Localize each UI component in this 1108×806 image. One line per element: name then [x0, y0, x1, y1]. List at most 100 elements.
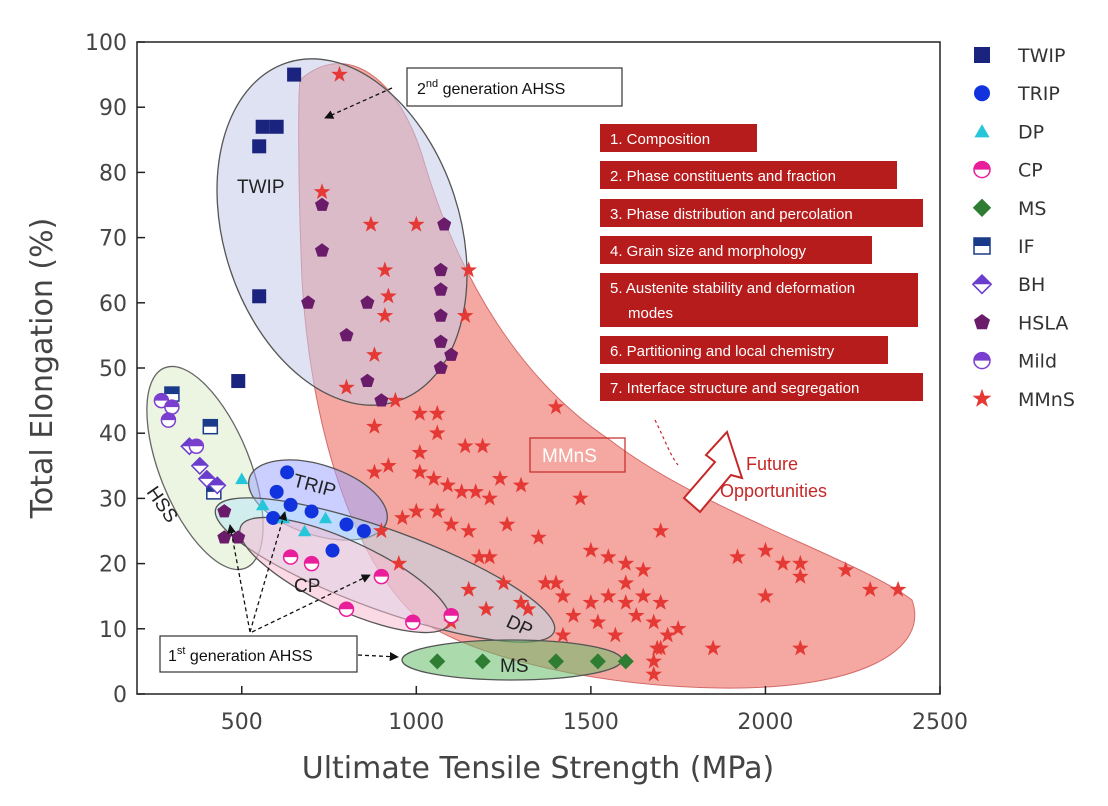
- point-hsla-0: [315, 197, 329, 211]
- future-label-line-2: Opportunities: [720, 481, 827, 501]
- point-hsla-6: [374, 393, 389, 407]
- point-twip-3: [252, 139, 267, 154]
- point-mmns-37: [498, 515, 516, 532]
- point-ms-0: [429, 653, 446, 670]
- x-axis: 500 1000 1500 2000 2500: [221, 686, 968, 735]
- point-mmns-48: [634, 587, 652, 604]
- point-mmns-18: [474, 437, 491, 454]
- point-hsla-3: [360, 295, 375, 309]
- point-mmns-71: [495, 574, 512, 591]
- y-tick-label: 10: [99, 618, 127, 643]
- second-gen-callout-box: [406, 67, 623, 107]
- point-trip-1: [269, 484, 284, 499]
- point-mmns-69: [519, 600, 537, 617]
- point-trip-2: [283, 497, 298, 512]
- factor-box-1: [600, 124, 757, 152]
- legend-label-if: IF: [1018, 236, 1035, 258]
- point-mmns-72: [477, 600, 495, 617]
- factor-5-line-1: 5. Austenite stability and deformation: [610, 280, 855, 297]
- factor-2: 2. Phase constituents and fraction: [610, 168, 836, 185]
- point-mmns-81: [589, 613, 607, 630]
- first-gen-callout: 1st generation AHSS: [168, 645, 313, 665]
- y-tick-label: 90: [99, 96, 127, 121]
- point-mmns-64: [861, 580, 879, 597]
- point-mmns-68: [537, 574, 554, 591]
- point-cp-3: [282, 549, 299, 565]
- factors-list: 1. Composition 2. Phase constituents and…: [600, 124, 923, 401]
- point-if-1: [202, 418, 219, 435]
- y-tick-label: 0: [113, 683, 127, 708]
- point-mmns-63: [837, 561, 855, 578]
- point-mmns-36: [481, 548, 498, 565]
- point-mmns-46: [582, 594, 600, 610]
- future-dashed-line: [654, 419, 679, 466]
- point-mmns-57: [729, 548, 746, 565]
- point-mmns-73: [460, 580, 477, 597]
- future-label-line-1: Future: [746, 454, 798, 474]
- legend-label-bh: BH: [1018, 274, 1045, 296]
- point-mmns-28: [512, 476, 530, 493]
- point-mmns-12: [366, 417, 383, 434]
- point-twip-1: [255, 119, 270, 134]
- point-dp-0: [235, 472, 249, 485]
- point-mmns-47: [617, 594, 635, 610]
- point-mmns-1: [313, 183, 331, 199]
- legend-label-twip: TWIP: [1017, 45, 1065, 67]
- point-dp-3: [297, 524, 312, 537]
- first-gen-arrows: [227, 511, 399, 662]
- point-mmns-35: [470, 548, 488, 565]
- point-hsla-12: [433, 360, 448, 374]
- point-mmns-3: [408, 215, 425, 232]
- factor-box-4: [600, 236, 872, 264]
- y-tick-label: 40: [99, 422, 127, 447]
- point-mmns-13: [411, 404, 429, 421]
- y-tick-label: 100: [85, 31, 127, 56]
- x-tick-label: 500: [221, 710, 263, 735]
- point-mmns-79: [565, 607, 582, 623]
- point-cp-2: [443, 608, 459, 624]
- second-gen-arrow: [324, 87, 393, 119]
- point-hsla-8: [433, 282, 448, 296]
- point-mmns-40: [600, 548, 617, 565]
- factor-1: 1. Composition: [610, 131, 710, 148]
- second-gen-callout: 2nd generation AHSS: [417, 78, 565, 98]
- point-mmns-44: [617, 574, 635, 591]
- point-mmns-25: [467, 483, 484, 499]
- mmns-label-box: [529, 437, 626, 473]
- point-mmns-30: [572, 489, 589, 506]
- point-trip-3: [266, 510, 281, 525]
- legend-marker-mmns: [972, 388, 992, 407]
- point-bh-2: [197, 469, 216, 488]
- region-label-twip: TWIP: [237, 177, 285, 198]
- future-arrow-icon: [682, 430, 744, 514]
- point-mmns-11: [387, 391, 404, 408]
- point-hsla-1: [315, 243, 329, 257]
- legend-label-dp: DP: [1018, 121, 1044, 143]
- point-mmns-14: [428, 404, 446, 421]
- factor-5-line-2: modes: [628, 305, 673, 322]
- point-mmns-60: [792, 554, 809, 571]
- legend-marker-dp: [974, 124, 990, 138]
- point-mild-3: [188, 438, 205, 454]
- point-mmns-34: [460, 522, 477, 539]
- x-tick-label: 1000: [388, 710, 444, 735]
- y-tick-label: 80: [99, 161, 127, 186]
- point-cp-1: [405, 614, 421, 631]
- point-hsla-2: [301, 295, 316, 309]
- point-mmns-43: [652, 522, 669, 539]
- region-label-cp: CP: [294, 576, 320, 597]
- factor-box-5: [600, 273, 918, 327]
- point-mmns-76: [373, 522, 390, 539]
- factor-box-2: [600, 161, 897, 189]
- point-mmns-15: [428, 424, 446, 441]
- point-mmns-16: [411, 444, 429, 460]
- legend-marker-if: [973, 237, 991, 255]
- factor-6: 6. Partitioning and local chemistry: [610, 343, 835, 360]
- point-mmns-78: [547, 574, 565, 591]
- point-twip-2: [269, 119, 284, 134]
- point-twip-4: [252, 289, 267, 304]
- point-ms-2: [547, 653, 564, 670]
- y-tick-label: 30: [99, 487, 127, 512]
- point-mmns-42: [634, 561, 652, 578]
